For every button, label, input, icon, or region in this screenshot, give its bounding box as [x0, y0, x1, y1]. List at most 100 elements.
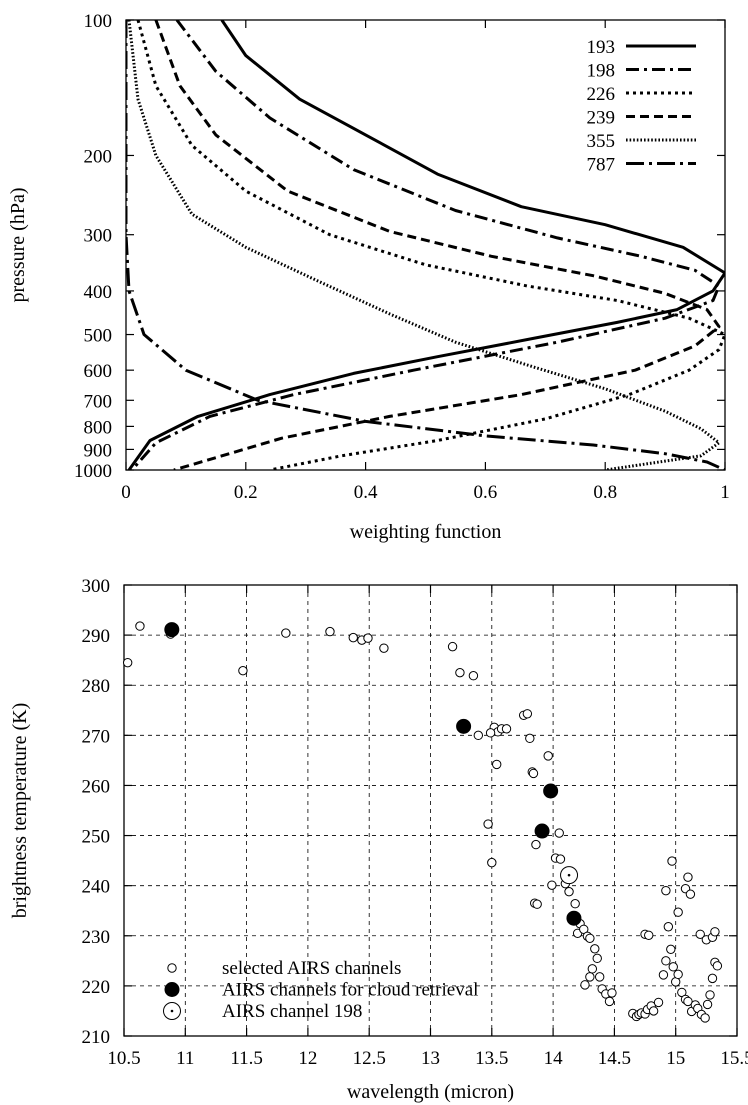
point-small-open-circle — [473, 730, 484, 741]
top-plot-frame — [125, 19, 726, 471]
point-small-open-circle — [363, 633, 373, 643]
legend-label-355: 355 — [587, 131, 616, 152]
top-y-tick-label: 400 — [84, 282, 113, 303]
legend-marker-small-open-circle — [167, 963, 177, 973]
bottom-y-axis-label: brightness temperature (K) — [9, 703, 31, 918]
bottom-x-tick-label: 15.5 — [720, 1048, 748, 1069]
legend-label-small-open-circle: selected AIRS channels — [222, 958, 401, 979]
series-line-239 — [154, 20, 721, 470]
series-line-787 — [126, 20, 725, 470]
point-filled-circle — [543, 783, 559, 799]
point-small-open-circle — [707, 973, 718, 984]
bottom-y-tick-label: 240 — [82, 877, 111, 898]
top-y-tick-label: 800 — [84, 417, 113, 438]
bottom-x-tick-label: 14.5 — [598, 1048, 631, 1069]
top-y-tick-label: 200 — [84, 146, 113, 167]
point-small-open-circle — [554, 828, 564, 838]
point-small-open-circle — [695, 929, 705, 939]
point-small-open-circle — [531, 839, 541, 850]
point-small-open-circle — [447, 641, 458, 652]
legend-label-198: 198 — [587, 61, 616, 82]
series-line-226 — [136, 20, 725, 470]
point-small-open-circle — [712, 961, 723, 971]
bottom-x-tick-label: 11.5 — [230, 1048, 263, 1069]
bottom-y-tick-label: 220 — [82, 977, 111, 998]
legend-label-239: 239 — [587, 108, 616, 129]
point-small-open-circle — [135, 621, 145, 631]
point-filled-circle — [456, 718, 472, 734]
point-small-open-circle — [592, 953, 602, 964]
legend-marker-large-open-circle-dot — [170, 1009, 174, 1013]
bottom-grid — [124, 585, 737, 1036]
point-small-open-circle — [485, 728, 496, 738]
bottom-y-tick-label: 230 — [82, 927, 111, 948]
point-small-open-circle — [468, 671, 479, 681]
legend-label-787: 787 — [587, 155, 616, 176]
point-small-open-circle — [710, 927, 720, 937]
point-small-open-circle — [379, 643, 389, 653]
top-x-tick-label: 0 — [121, 482, 131, 503]
point-small-open-circle — [455, 667, 465, 678]
point-small-open-circle — [594, 972, 605, 982]
bottom-x-tick-label: 15 — [666, 1048, 685, 1069]
legend-marker-large-open-circle — [163, 1002, 181, 1020]
top-x-tick-label: 0.4 — [354, 482, 378, 503]
point-small-open-circle — [604, 996, 615, 1007]
top-y-tick-label: 300 — [84, 226, 113, 247]
series-line-355 — [127, 20, 721, 470]
point-filled-circle — [164, 622, 180, 638]
point-small-open-circle — [648, 1006, 659, 1016]
bottom-scatter-points — [122, 621, 723, 1023]
point-small-open-circle — [585, 933, 595, 943]
top-y-tick-label: 500 — [84, 326, 113, 347]
point-small-open-circle — [673, 969, 683, 980]
brightness-temperature-chart: 10.5 11 11.5 12 12.5 13 13.5 14 14.5 15 15.5 210 220… — [9, 576, 748, 1103]
series-line-198 — [130, 20, 721, 470]
point-small-open-circle — [570, 899, 580, 909]
point-small-open-circle — [483, 819, 493, 829]
point-small-open-circle — [492, 759, 502, 770]
point-small-open-circle — [525, 733, 535, 744]
point-small-open-circle — [528, 768, 539, 779]
point-small-open-circle — [587, 964, 598, 974]
point-small-open-circle — [555, 854, 566, 864]
point-small-open-circle — [281, 628, 291, 638]
point-small-open-circle — [663, 922, 674, 932]
point-small-open-circle — [700, 1013, 710, 1023]
top-y-tick-label: 900 — [84, 440, 113, 461]
point-small-open-circle — [501, 724, 512, 734]
bottom-y-tick-label: 300 — [82, 576, 111, 597]
legend-label-193: 193 — [587, 37, 616, 58]
point-small-open-circle — [325, 626, 335, 637]
top-series-lines — [126, 20, 725, 470]
top-y-tick-label: 100 — [84, 11, 113, 32]
point-small-open-circle — [543, 751, 553, 761]
legend-marker-filled-circle — [164, 982, 180, 997]
point-small-open-circle — [348, 632, 358, 643]
point-small-open-circle — [547, 880, 557, 890]
point-small-open-circle — [673, 907, 683, 917]
point-large-open-circle-dot — [567, 873, 571, 877]
point-small-open-circle — [661, 885, 671, 896]
point-small-open-circle — [564, 886, 574, 897]
top-x-tick-label: 1 — [720, 482, 730, 503]
point-small-open-circle — [590, 944, 600, 954]
top-axis-ticks: 0 0.2 0.4 0.6 0.8 1 100 200 300 400 500 600 700 80090… — [74, 11, 730, 503]
bottom-x-tick-label: 12.5 — [353, 1048, 386, 1069]
bottom-y-tick-label: 280 — [82, 676, 111, 697]
point-small-open-circle — [644, 930, 654, 940]
bottom-x-tick-label: 13 — [421, 1048, 440, 1069]
bottom-x-tick-label: 14 — [544, 1048, 564, 1069]
top-x-tick-label: 0.6 — [474, 482, 498, 503]
point-small-open-circle — [653, 997, 664, 1008]
point-filled-circle — [534, 823, 550, 839]
point-small-open-circle — [685, 889, 696, 899]
point-small-open-circle — [522, 709, 533, 719]
top-x-tick-label: 0.2 — [234, 482, 258, 503]
legend-label-226: 226 — [587, 84, 616, 105]
bottom-x-axis-label: wavelength (micron) — [347, 1081, 514, 1103]
top-x-tick-label: 0.8 — [593, 482, 617, 503]
point-small-open-circle — [532, 899, 542, 909]
bottom-x-tick-label: 10.5 — [107, 1048, 140, 1069]
